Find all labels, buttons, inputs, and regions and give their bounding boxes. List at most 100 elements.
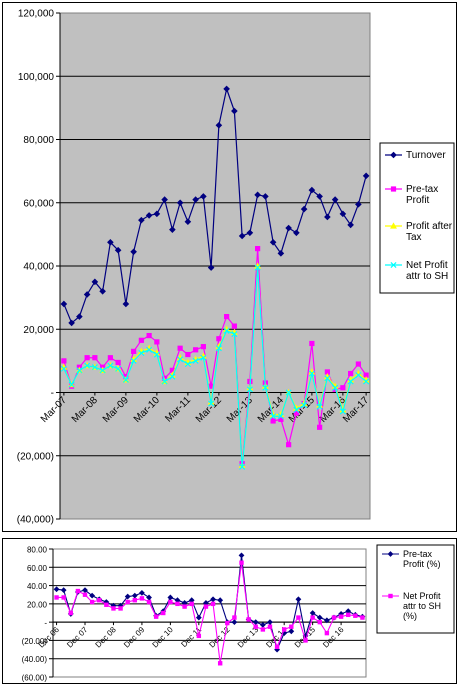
chart-1-series-3-point <box>99 367 106 374</box>
chart-1-series-0-point <box>300 205 308 213</box>
chart-1-series-0-point <box>200 193 207 200</box>
chart-1-series-1-point <box>177 345 183 351</box>
chart-1-series-1-point <box>92 355 98 361</box>
chart-2-series-1-point <box>346 612 351 618</box>
chart-1-series-0-point <box>114 246 122 254</box>
chart-1-ytick-label: 80,000 <box>23 135 54 146</box>
chart-2-legend-label-0: Profit (%) <box>403 559 441 569</box>
chart-1-series-3-point <box>277 413 284 420</box>
chart-2-series-0-point <box>316 614 323 621</box>
chart-2-series-1-point <box>353 613 358 618</box>
chart-2-legend-marker-1 <box>388 593 393 599</box>
chart-2-series-1-point <box>310 615 315 620</box>
chart-2-series-1-point <box>61 595 66 600</box>
chart-1-series-3-point <box>153 351 160 358</box>
chart-2-series-1-point <box>97 598 102 603</box>
chart-2-series-0-point <box>217 597 224 604</box>
chart-1-series-1-point <box>154 339 160 345</box>
chart-1-series-3-point <box>161 378 168 385</box>
chart-1-legend-label-2: Profit after <box>406 221 453 232</box>
chart-1-legend-marker-2 <box>390 222 397 229</box>
chart-1-series-0-point <box>324 213 331 221</box>
chart-1-series-3-point <box>254 264 261 271</box>
chart-2-series-1-point <box>68 610 73 616</box>
chart-1-series-1-point <box>107 355 113 361</box>
chart-1-series-1-point <box>200 344 206 350</box>
chart-2-series-0-point <box>252 619 259 626</box>
chart-1-series-3-point <box>324 375 331 382</box>
chart-2-series-0-point <box>139 589 145 596</box>
chart-1-series-3-point <box>301 402 308 409</box>
chart-1-series-0-point <box>122 300 130 308</box>
chart-2-series-1-point <box>253 624 258 629</box>
chart-2-series-1-point <box>139 596 145 601</box>
chart-1-series-1-point <box>224 314 230 320</box>
chart-turnover-profit: (40,000) (20,000) - 20,000 40,000 60,000 80,00… <box>2 2 457 532</box>
chart-1-series-0-point <box>331 196 339 203</box>
chart-1-series-1-point <box>355 361 361 367</box>
chart-2-series-1-point <box>203 604 209 609</box>
chart-2-series-1-point <box>324 630 330 636</box>
chart-1-series-0-point <box>192 196 199 203</box>
chart-2-series-0-point <box>89 592 96 599</box>
chart-1-legend-label-3: Net Profit <box>406 260 448 271</box>
chart-1-series-3-point <box>270 413 277 420</box>
chart-1-series-0-point <box>262 193 269 200</box>
chart-1-series-1-point <box>231 323 237 329</box>
chart-1-series-1-point <box>255 246 261 252</box>
chart-1-series-0-point <box>60 300 68 308</box>
chart-2-ytick-label: 60.00 <box>27 564 48 573</box>
chart-1-series-3-point <box>339 408 346 415</box>
chart-1-series-1-point <box>348 370 354 377</box>
chart-2-series-1-point <box>232 615 237 620</box>
chart-1-series-3-point <box>107 362 114 369</box>
chart-1-series-0-line <box>63 86 367 324</box>
chart-1-ytick-label: (20,000) <box>17 451 54 462</box>
chart-1-legend-marker-3 <box>390 261 397 269</box>
chart-2-series-1-point <box>225 620 230 626</box>
chart-1-series-3-point <box>355 372 362 379</box>
chart-1-series-3-point <box>60 365 67 372</box>
chart-1-series-0-point <box>68 319 75 327</box>
chart-1-series-1-point <box>193 347 199 353</box>
chart-1-series-1-point <box>309 340 315 347</box>
chart-2-legend-marker-0 <box>387 551 394 557</box>
chart-1-series-0-point <box>184 218 192 226</box>
chart-2-series-1-point <box>246 617 251 622</box>
chart-2-ytick-label: (60.00) <box>22 674 48 683</box>
chart-1-series-3-point <box>293 406 300 413</box>
chart-1-series-1-point <box>340 385 346 391</box>
chart-1-legend-label-1: Profit <box>406 195 430 206</box>
chart-2-ytick-label: 20.00 <box>27 600 48 609</box>
chart-1-series-3-point <box>130 357 137 364</box>
chart-1-series-3-point <box>285 389 292 396</box>
chart-1-ytick-label: 40,000 <box>23 262 54 273</box>
chart-2-series-1-point <box>153 614 159 619</box>
chart-2-legend-label-1: Net Profit <box>403 591 441 601</box>
chart-1-series-0-point <box>347 221 354 229</box>
chart-1-series-3-point <box>332 384 339 391</box>
chart-1-series-3-point <box>200 354 207 361</box>
chart-2-series-1-point <box>82 592 88 597</box>
chart-1-series-0-point <box>145 212 153 219</box>
chart-1-series-0-point <box>169 226 176 233</box>
chart-1-series-3-point <box>169 373 176 380</box>
chart-1-series-0-point <box>308 186 316 194</box>
chart-1-legend-marker-1 <box>390 186 397 192</box>
chart-2-series-1-point <box>111 606 116 611</box>
chart-2-series-0-point <box>309 610 316 616</box>
chart-2-series-0-point <box>267 619 273 626</box>
chart-1-series-0-point <box>91 278 99 286</box>
chart-2-series-1-point <box>75 588 81 594</box>
chart-1-series-1-line <box>63 248 367 464</box>
chart-1-series-3-point <box>115 365 122 372</box>
chart-2-series-1-point <box>189 601 194 607</box>
chart-2-series-1-point <box>331 615 337 620</box>
chart-2-series-1-point <box>210 601 216 607</box>
chart-1-series-0-point <box>153 210 161 218</box>
chart-2-series-0-point <box>167 594 174 601</box>
chart-2-series-1-point <box>182 604 187 609</box>
chart-2-series-0-point <box>60 587 67 594</box>
chart-2-series-1-point <box>338 614 344 619</box>
chart-1-series-3-point <box>215 345 222 352</box>
